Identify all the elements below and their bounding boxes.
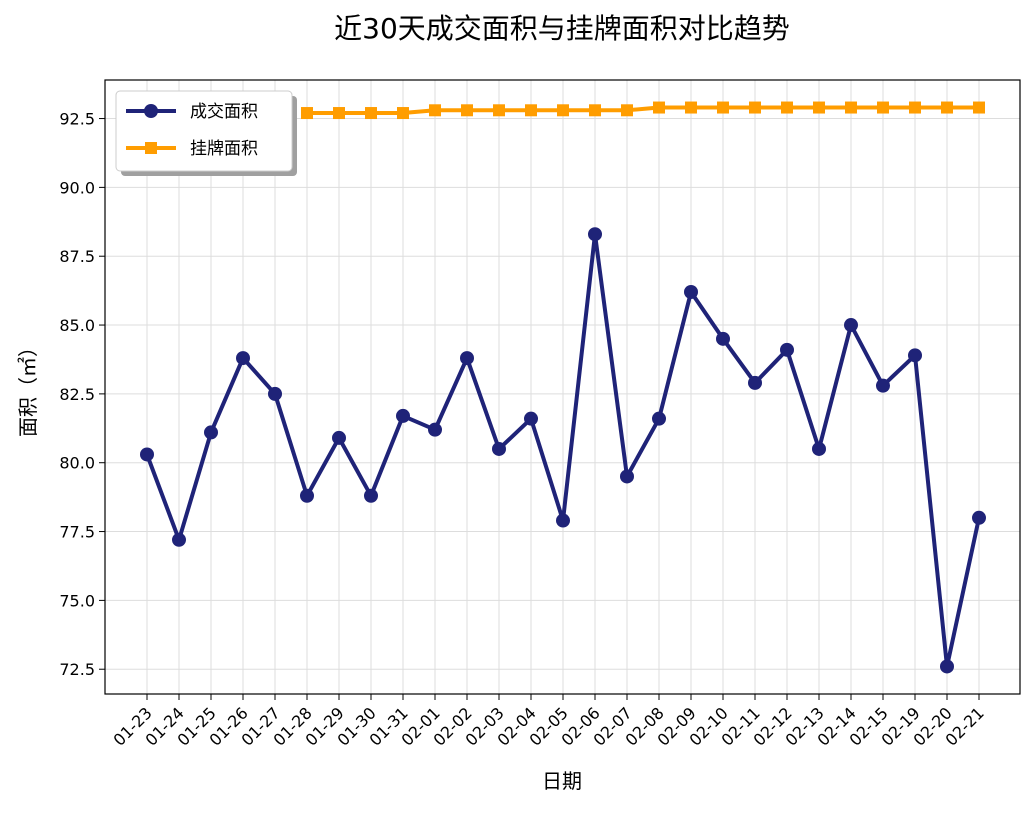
data-point	[684, 285, 698, 300]
data-point	[556, 513, 570, 528]
legend: 成交面积 挂牌面积	[115, 90, 297, 176]
y-tick-label: 85.0	[59, 316, 95, 335]
data-point	[748, 375, 762, 390]
data-point	[780, 342, 794, 357]
data-point	[844, 318, 858, 333]
data-point	[877, 101, 889, 114]
data-point	[876, 378, 890, 393]
data-point	[973, 101, 985, 114]
data-point	[620, 469, 634, 484]
legend-label-listing-area: 挂牌面积	[190, 139, 258, 159]
data-point	[652, 411, 666, 426]
data-point	[364, 488, 378, 503]
data-point	[493, 104, 505, 117]
legend-marker-listing-area	[145, 142, 157, 154]
data-point	[812, 441, 826, 456]
data-point	[397, 107, 409, 120]
data-point	[365, 107, 377, 120]
y-tick-label: 77.5	[59, 523, 95, 542]
data-point	[749, 101, 761, 114]
x-axis: 01-2301-2401-2501-2601-2701-2801-2901-30…	[110, 694, 988, 750]
data-point	[396, 408, 410, 423]
data-point	[653, 101, 665, 114]
data-point	[428, 422, 442, 437]
y-tick-label: 90.0	[59, 178, 95, 197]
series-line-1	[305, 105, 981, 115]
data-point	[908, 348, 922, 363]
data-point	[524, 411, 538, 426]
grid-lines	[105, 80, 1020, 694]
data-point	[268, 386, 282, 401]
data-point	[717, 101, 729, 114]
data-point	[845, 101, 857, 114]
data-point	[140, 447, 154, 462]
data-point	[301, 107, 313, 120]
data-point	[588, 227, 602, 242]
data-point	[204, 425, 218, 440]
data-point	[300, 488, 314, 503]
y-tick-label: 72.5	[59, 660, 95, 679]
data-point	[941, 101, 953, 114]
data-point	[333, 107, 345, 120]
data-point	[716, 331, 730, 346]
data-point	[236, 351, 250, 366]
data-point	[172, 532, 186, 547]
data-point	[813, 101, 825, 114]
data-point	[460, 351, 474, 366]
x-axis-label: 日期	[542, 769, 582, 793]
data-point	[557, 104, 569, 117]
data-point	[621, 104, 633, 117]
data-point	[589, 104, 601, 117]
data-point	[332, 430, 346, 445]
legend-marker-deal-area	[144, 104, 158, 118]
y-tick-label: 75.0	[59, 591, 95, 610]
data-point	[525, 104, 537, 117]
legend-label-deal-area: 成交面积	[190, 102, 258, 122]
data-point	[781, 101, 793, 114]
data-point	[429, 104, 441, 117]
y-tick-label: 87.5	[59, 247, 95, 266]
data-point	[492, 441, 506, 456]
y-axis-label: 面积（㎡）	[16, 337, 40, 437]
chart-title: 近30天成交面积与挂牌面积对比趋势	[334, 12, 790, 45]
series-layer	[140, 101, 986, 674]
data-point	[461, 104, 473, 117]
data-point	[940, 659, 954, 674]
data-point	[909, 101, 921, 114]
y-tick-label: 92.5	[59, 110, 95, 129]
y-tick-label: 80.0	[59, 454, 95, 473]
data-point	[972, 510, 986, 525]
data-point	[685, 101, 697, 114]
y-axis: 72.5 75.0 77.5 80.0 82.5 85.0 87.5 90.0 92.5	[59, 110, 105, 679]
y-tick-label: 82.5	[59, 385, 95, 404]
